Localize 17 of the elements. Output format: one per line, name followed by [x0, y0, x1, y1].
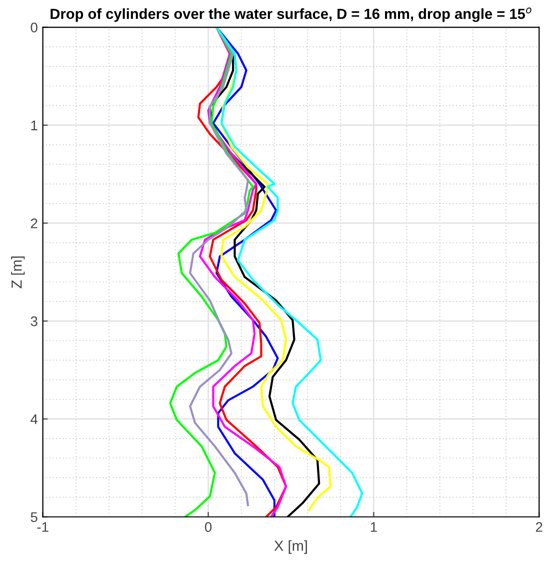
x-axis-title: X [m]: [274, 540, 307, 554]
y-tick-label: 2: [30, 218, 38, 228]
x-tick-label: 0: [204, 522, 212, 532]
y-tick-label: 5: [30, 512, 38, 522]
x-tick-label: -1: [37, 522, 48, 532]
line-series: [189, 27, 250, 506]
y-tick-label: 0: [30, 22, 38, 32]
chart-title: Drop of cylinders over the water surface, D = 16 mm, drop angle = 15$^{o}$: [50, 8, 532, 22]
line-series: [169, 27, 254, 517]
y-tick-label: 3: [30, 316, 38, 326]
y-tick-label: 1: [31, 120, 38, 130]
line-series: [215, 27, 364, 517]
x-tick-label: 2: [536, 522, 542, 532]
y-axis-title: Z [m]: [11, 256, 25, 288]
x-tick-label: 1: [370, 522, 377, 532]
y-tick-label: 4: [30, 414, 38, 424]
line-series: [212, 27, 279, 517]
